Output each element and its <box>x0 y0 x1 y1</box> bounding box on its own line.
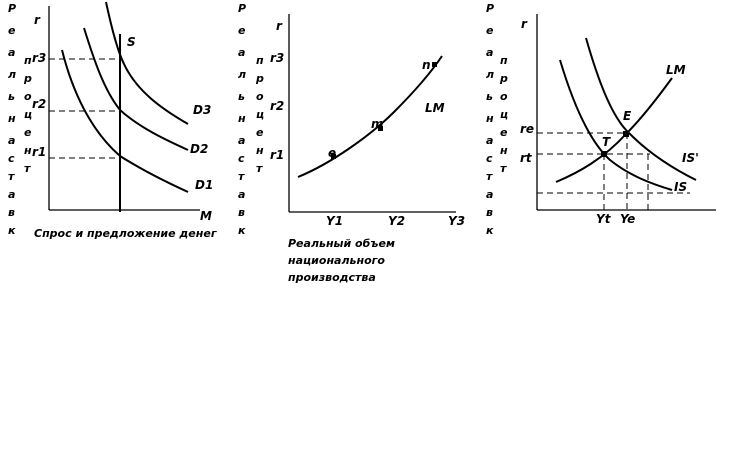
panel-lm-curve: Р е а л ь н а с т а в к п р о ц е н т r … <box>238 2 465 284</box>
p3-is-prime-curve <box>585 37 697 181</box>
p2-point-n-marker <box>432 62 437 67</box>
p2-tick-r1: r1 <box>270 148 284 162</box>
p1-label-d1: D1 <box>195 178 213 192</box>
p3-r-axis-label: r <box>521 17 528 31</box>
p3-tick-re: re <box>520 122 534 136</box>
p2-point-m-marker <box>378 126 383 131</box>
p3-is-label: IS <box>674 180 687 194</box>
p1-demand-curve-d1 <box>61 49 189 193</box>
p3-point-t-marker <box>601 151 607 157</box>
p2-point-n-label: n <box>422 58 431 72</box>
p3-side-label-col1: Р е а л ь н а с т а в к <box>486 2 498 237</box>
p2-side-label-col2: п р о ц е н т <box>255 54 268 175</box>
p3-lm-label: LM <box>666 63 686 77</box>
p2-point-e-marker <box>331 154 336 159</box>
p3-is-prime-label: IS' <box>682 151 699 165</box>
p2-r-axis-label: r <box>276 19 283 33</box>
p1-tick-r2: r2 <box>32 97 46 111</box>
p1-caption: Спрос и предложение денег <box>34 227 218 240</box>
p2-tick-y2: Y2 <box>388 214 405 228</box>
p2-tick-r3: r3 <box>270 51 284 65</box>
p3-point-e-marker <box>623 131 629 137</box>
p1-label-d2: D2 <box>190 142 208 156</box>
panel-is-lm-equilibrium: Р е а л ь н а с т а в к п р о ц е н т r … <box>486 2 716 237</box>
p2-caption: Реальный объем национального производств… <box>288 237 399 284</box>
p1-demand-curve-d2 <box>83 27 189 151</box>
p2-tick-y1: Y1 <box>326 214 343 228</box>
p3-lm-curve <box>555 77 673 183</box>
panel-money-market: Р е а л ь н а с т а в к п р о ц е н т r … <box>8 1 218 240</box>
p1-tick-r1: r1 <box>32 145 46 159</box>
p3-tick-rt: rt <box>520 151 533 165</box>
p3-point-t-label: T <box>602 135 611 149</box>
p2-tick-r2: r2 <box>270 99 284 113</box>
side-label-col1: Р е а л ь н а с т а в к <box>8 2 20 237</box>
p3-is-curve <box>559 59 673 191</box>
p1-tick-r3: r3 <box>32 51 46 65</box>
p2-point-m-label: m <box>371 117 384 131</box>
p1-x-axis-label: M <box>200 209 212 223</box>
p1-label-d3: D3 <box>193 103 211 117</box>
p1-r-axis-label: r <box>34 13 41 27</box>
p3-point-e-label: E <box>623 109 632 123</box>
p2-lm-curve <box>297 55 443 178</box>
p3-tick-yt: Yt <box>596 212 612 226</box>
p3-side-label-col2: п р о ц е н т <box>499 54 512 175</box>
p3-tick-ye: Ye <box>620 212 635 226</box>
p2-point-e-label: e <box>328 146 336 160</box>
p1-demand-curve-d3 <box>105 1 189 125</box>
p1-supply-label: S <box>127 35 136 49</box>
p2-side-label-col1: Р е а л ь н а с т а в к <box>238 2 250 237</box>
side-label-col2: п р о ц е н т <box>23 54 36 175</box>
p2-lm-label: LM <box>425 101 445 115</box>
p2-tick-y3: Y3 <box>448 214 465 228</box>
